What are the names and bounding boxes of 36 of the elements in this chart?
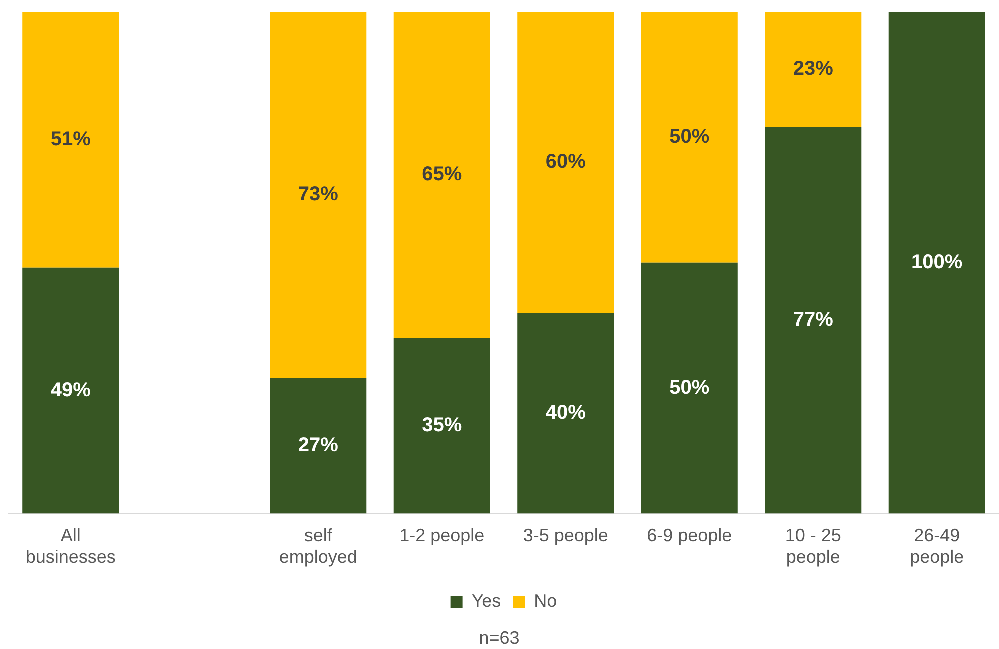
- bar: [518, 12, 614, 314]
- bar: [394, 12, 490, 338]
- data-label: 50%: [670, 126, 710, 148]
- data-label: 60%: [546, 151, 586, 174]
- x-tick-label: 3-5 people: [523, 526, 608, 546]
- data-label: 100%: [912, 251, 963, 274]
- bar: [22, 268, 120, 514]
- data-label: 73%: [298, 184, 339, 206]
- data-label: 51%: [50, 128, 92, 150]
- bar: [888, 12, 986, 514]
- bar: [641, 262, 738, 514]
- data-label: 35%: [422, 414, 462, 436]
- data-label: 27%: [298, 434, 339, 457]
- bar: [22, 12, 120, 268]
- text: n=63: [479, 628, 520, 648]
- data-label: 77%: [793, 309, 834, 332]
- x-tick-label: self employed: [279, 526, 358, 568]
- bar: [270, 12, 367, 378]
- x-tick-label: 26-49 people: [910, 526, 964, 568]
- bar: [518, 313, 614, 514]
- data-label: 23%: [793, 58, 834, 80]
- bar: [765, 127, 862, 514]
- data-label: 50%: [670, 376, 710, 399]
- data-label: 65%: [422, 164, 462, 186]
- data-label: 40%: [546, 402, 586, 424]
- x-tick-label: 10 - 25 people: [785, 526, 842, 568]
- bar: [765, 12, 862, 128]
- bar: [394, 338, 490, 514]
- legend-label: Yes: [472, 590, 502, 611]
- legend-label: No: [534, 590, 558, 611]
- bar: [641, 12, 738, 263]
- x-tick-label: All businesses: [26, 526, 116, 568]
- data-label: 49%: [50, 379, 92, 402]
- x-tick-label: 6-9 people: [647, 526, 732, 546]
- bar: [270, 378, 367, 514]
- x-tick-label: 1-2 people: [400, 526, 485, 546]
